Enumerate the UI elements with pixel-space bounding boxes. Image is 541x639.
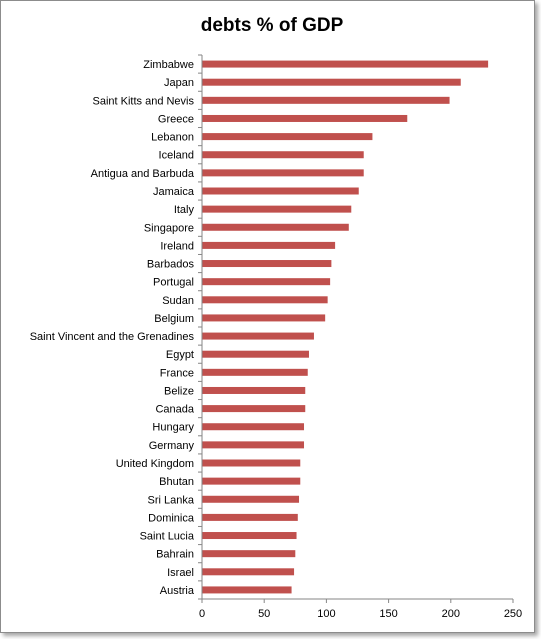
- bar: [202, 78, 461, 86]
- bar: [202, 96, 450, 104]
- category-label: Hungary: [152, 422, 194, 434]
- category-label: Bahrain: [156, 549, 194, 561]
- category-label: Saint Lucia: [140, 531, 195, 543]
- bar: [202, 169, 364, 177]
- x-tick-label: 0: [199, 608, 205, 620]
- category-label: Germany: [149, 440, 195, 452]
- axes: 0 50 100 150 200 250: [198, 54, 522, 620]
- bar: [202, 441, 305, 449]
- x-tick-label: 250: [504, 608, 522, 620]
- category-label: Singapore: [144, 222, 194, 234]
- category-label: Sri Lanka: [148, 494, 195, 506]
- category-labels: Zimbabwe Japan Saint Kitts and Nevis Greece…: [30, 59, 195, 597]
- category-label: Antigua and Barbuda: [91, 168, 195, 180]
- bar: [202, 386, 306, 394]
- category-label: Greece: [158, 113, 194, 125]
- category-label: United Kingdom: [116, 458, 194, 470]
- category-label: Belize: [164, 385, 194, 397]
- category-label: Austria: [160, 585, 195, 597]
- bar: [202, 550, 296, 558]
- bar: [202, 114, 408, 122]
- bar: [202, 296, 328, 304]
- chart-title: debts % of GDP: [201, 15, 344, 36]
- category-label: Ireland: [160, 240, 194, 252]
- bar: [202, 278, 331, 286]
- x-tick-label: 50: [258, 608, 270, 620]
- bar: [202, 314, 326, 322]
- bar: [202, 568, 295, 576]
- bar: [202, 241, 336, 249]
- x-tick-label: 200: [442, 608, 460, 620]
- category-label: Belgium: [154, 313, 194, 325]
- bar: [202, 187, 359, 195]
- category-label: Lebanon: [151, 132, 194, 144]
- category-label: Italy: [174, 204, 195, 216]
- bar: [202, 477, 301, 485]
- bar: [202, 586, 292, 594]
- bar: [202, 405, 306, 413]
- category-label: Iceland: [159, 150, 194, 162]
- category-label: Portugal: [153, 277, 194, 289]
- bar: [202, 350, 309, 358]
- bar: [202, 60, 489, 68]
- bars-group: [202, 60, 489, 594]
- category-label: Saint Vincent and the Grenadines: [30, 331, 195, 343]
- category-label: Egypt: [166, 349, 194, 361]
- x-tick-label: 100: [317, 608, 335, 620]
- category-label: Dominica: [148, 512, 195, 524]
- category-label: Jamaica: [153, 186, 195, 198]
- bar: [202, 332, 314, 340]
- x-tick-label: 150: [379, 608, 397, 620]
- bar: [202, 133, 373, 141]
- category-label: Barbados: [147, 259, 195, 271]
- bar: [202, 151, 364, 159]
- bar: [202, 368, 308, 376]
- bar: [202, 459, 301, 467]
- bar: [202, 495, 300, 503]
- category-label: Japan: [164, 77, 194, 89]
- category-label: Sudan: [162, 295, 194, 307]
- category-label: Israel: [167, 567, 194, 579]
- bar: [202, 513, 298, 521]
- bar: [202, 205, 352, 213]
- category-label: Zimbabwe: [143, 59, 194, 71]
- bar: [202, 532, 297, 540]
- category-label: Canada: [155, 404, 194, 416]
- category-label: France: [160, 367, 194, 379]
- bar: [202, 223, 349, 231]
- bar: [202, 260, 332, 268]
- category-label: Bhutan: [159, 476, 194, 488]
- bar: [202, 423, 305, 431]
- category-label: Saint Kitts and Nevis: [93, 95, 195, 107]
